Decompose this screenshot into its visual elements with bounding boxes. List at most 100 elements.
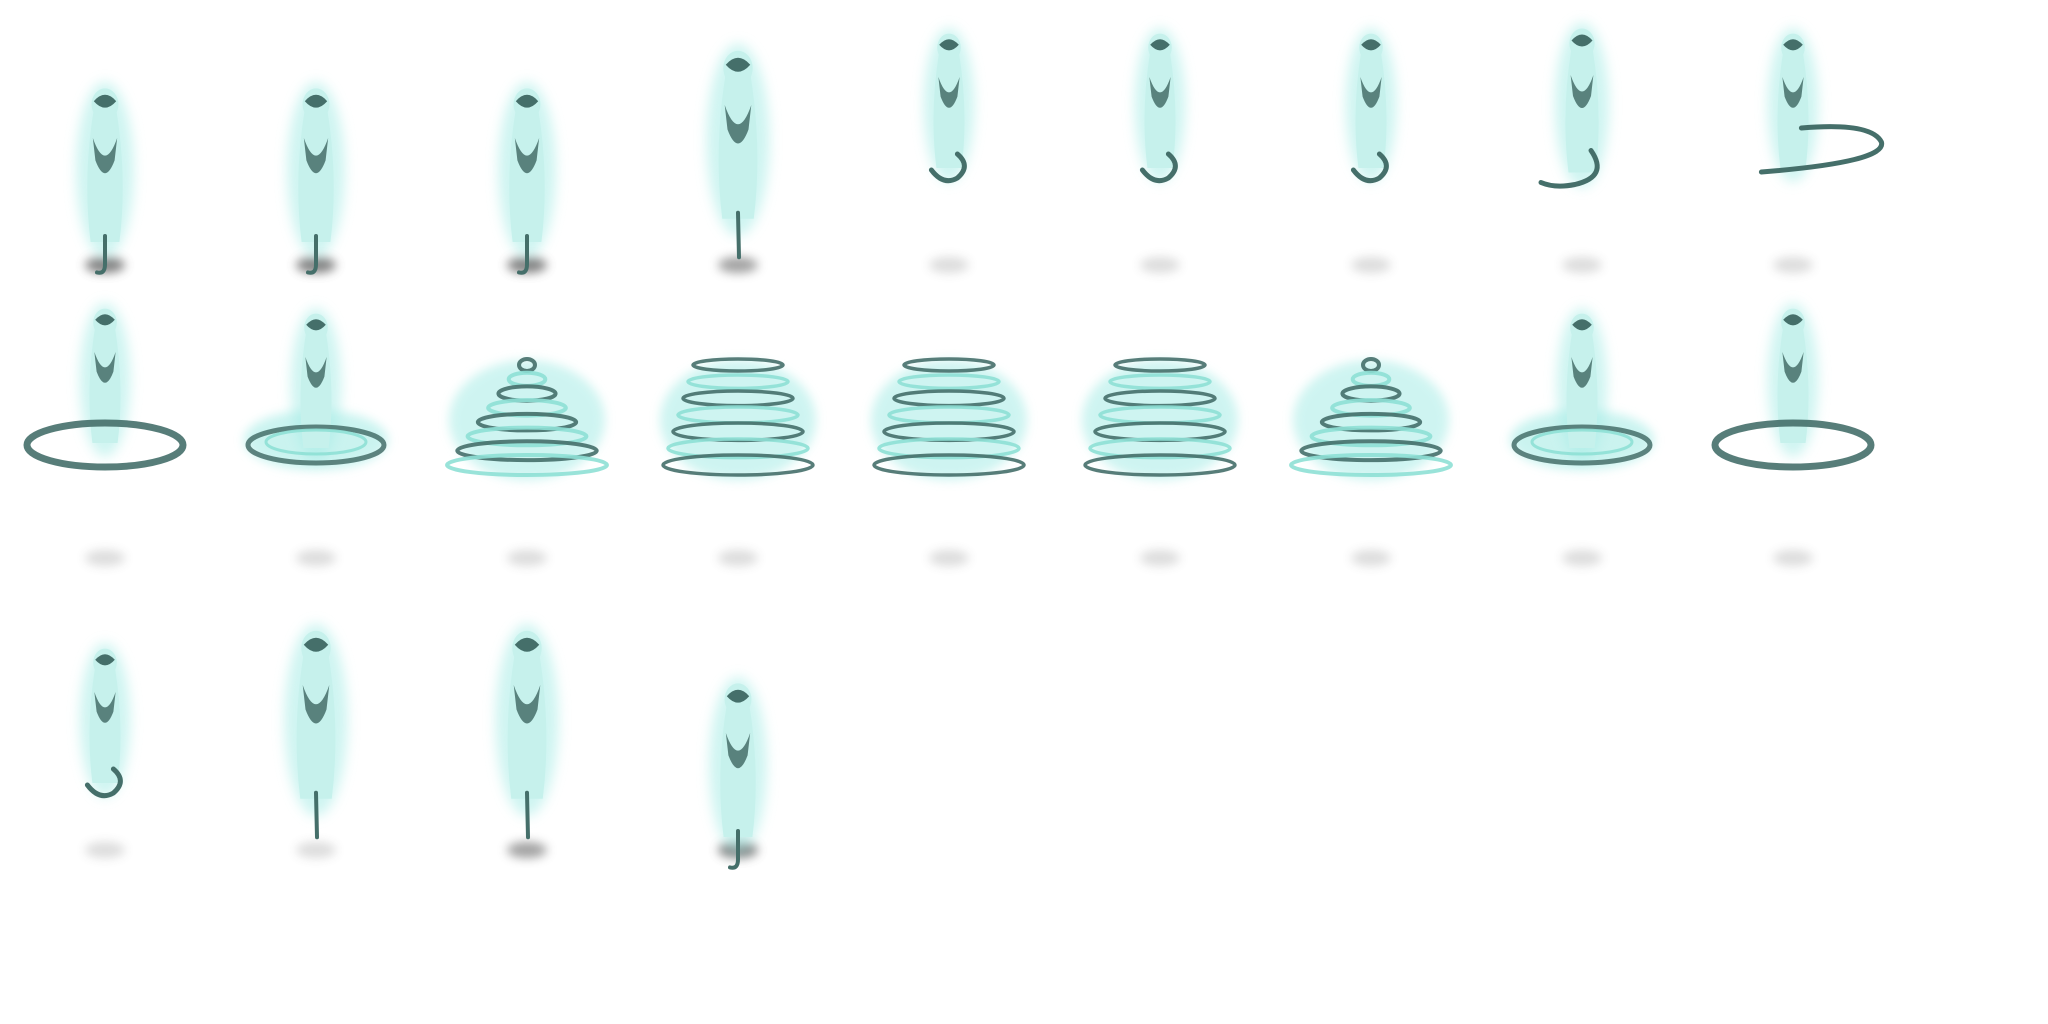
ground-shadow [718,550,758,566]
ground-shadow [507,550,547,566]
spin-ring [245,424,387,466]
spin-ring [1083,453,1237,477]
glow-aura [871,360,1027,480]
spin-ring [661,453,815,477]
ferret-body [1777,326,1809,443]
sprite-frame [244,308,388,566]
ferret-body [1566,331,1598,448]
ferret-mask [303,637,329,652]
sprite-frame [1289,357,1453,566]
ground-shadow [1773,257,1813,273]
sprite-frame [495,623,559,858]
sprite-frame [1711,303,1875,566]
sprite-frame [1758,28,1884,273]
ground-shadow [1773,550,1813,566]
sprite-frame [23,303,187,566]
ferret-mask [304,94,328,108]
glow-aura [1082,360,1238,480]
sprite-frame [660,357,816,566]
ferret-tail [736,210,741,260]
spin-ring [872,453,1026,477]
ferret-saddle [513,685,541,724]
ferret-mask [725,57,751,72]
ground-shadow [1351,257,1391,273]
ferret-tail [517,234,529,275]
ferret-body [296,653,336,799]
spin-ring [897,373,1001,391]
ferret-saddle [514,138,540,174]
ground-shadow [296,842,336,858]
ferret-body [298,109,334,242]
ferret-body [1777,51,1809,168]
ferret-tail [928,151,967,184]
ferret-tail [314,790,319,840]
ferret-body [89,666,121,783]
ferret-body [1565,48,1599,173]
sprite-frame [287,82,345,275]
ground-shadow [507,842,547,858]
spin-ring [264,428,368,456]
ferret-mask [1783,314,1803,326]
ferret-mask [95,654,115,666]
ferret-body [720,704,756,837]
ferret-tail [1758,124,1884,175]
ground-shadow [929,257,969,273]
ground-shadow [1351,550,1391,566]
ground-shadow [85,842,125,858]
spin-ring [1309,425,1433,448]
ferret-mask [515,94,539,108]
ferret-mask [1571,34,1593,47]
spin-ring [902,357,996,373]
ferret-mask [1572,319,1592,331]
spin-ring [1108,373,1212,391]
spin-ring [1299,439,1443,463]
sprite-frame [871,357,1027,566]
ferret-body [1355,51,1387,168]
sprite-frame [1134,28,1186,273]
ferret-mask [95,314,115,326]
sprite-frame [709,677,767,870]
ferret-tail [1350,151,1389,184]
ferret-saddle [1360,77,1382,108]
spin-ring [1088,437,1232,460]
ferret-tail [728,829,740,870]
ferret-saddle [1782,352,1804,383]
ferret-saddle [305,357,327,388]
ferret-mask [306,319,326,331]
ferret-tail [525,790,530,840]
ground-shadow [718,257,758,273]
ferret-body [718,73,758,219]
spin-ring [445,453,609,477]
ferret-mask [1361,39,1381,51]
ferret-saddle [303,138,329,174]
ferret-body [933,51,965,168]
spin-ring [475,411,579,433]
ferret-body [89,326,121,443]
ground-shadow [1562,550,1602,566]
ferret-body [509,109,545,242]
ferret-tail [1139,151,1178,184]
spin-ring [1289,453,1453,477]
ground-shadow [1140,257,1180,273]
sprite-frame [1510,308,1654,566]
spin-ring [1530,428,1634,456]
spin-ring [877,437,1021,460]
ferret-body [1144,51,1176,168]
ferret-mask [514,637,540,652]
glow-aura [449,360,605,480]
sprite-frame [76,82,134,275]
ferret-saddle [1149,77,1171,108]
sprite-frame [1345,28,1397,273]
spin-ring [686,373,790,391]
ferret-saddle [94,692,116,723]
glow-aura [660,360,816,480]
ground-shadow [1562,257,1602,273]
ground-shadow [929,550,969,566]
sprite-frame [1082,357,1238,566]
ferret-saddle [94,352,116,383]
ground-shadow [296,550,336,566]
ferret-saddle [92,138,118,174]
ferret-saddle [725,733,751,769]
